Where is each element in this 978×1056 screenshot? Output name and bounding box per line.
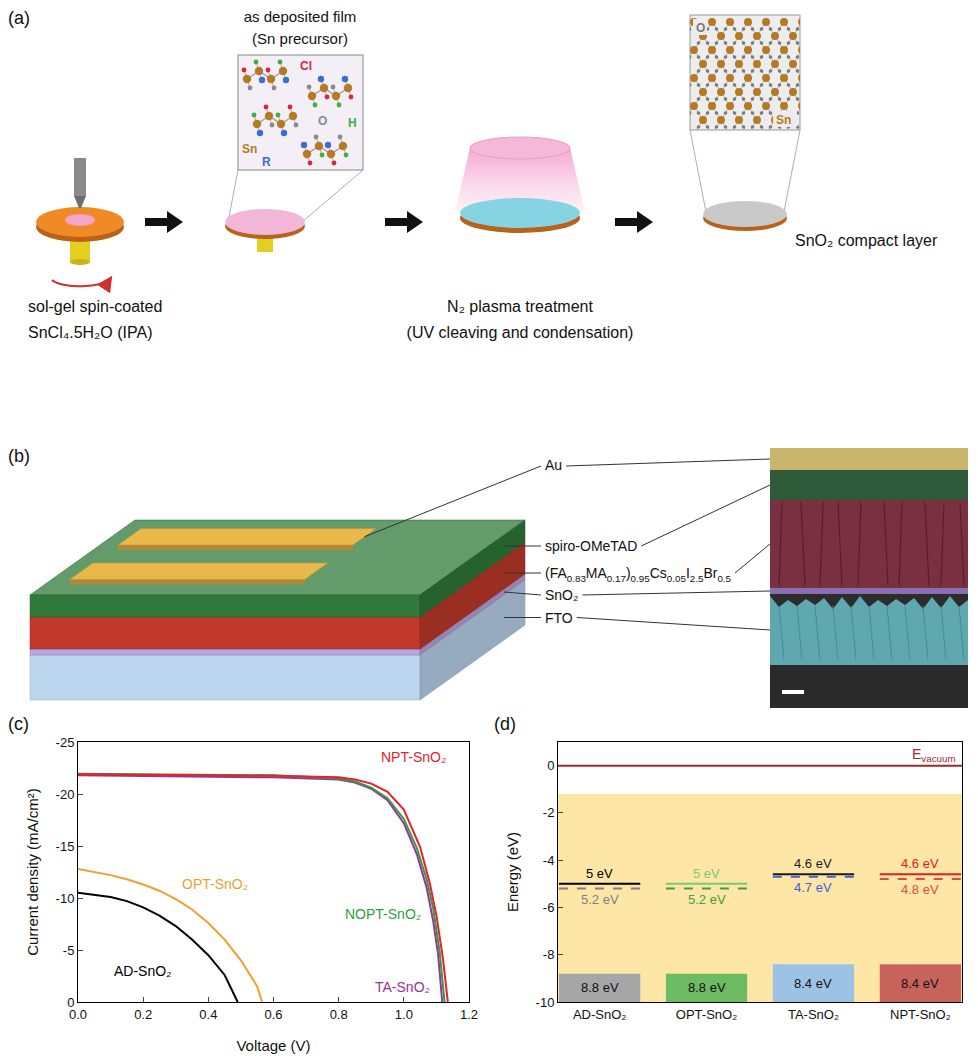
- svg-text:0.6: 0.6: [264, 1007, 282, 1022]
- svg-text:-10: -10: [56, 891, 75, 906]
- svg-text:(b): (b): [8, 446, 30, 466]
- svg-text:0.2: 0.2: [134, 1007, 152, 1022]
- svg-text:0: 0: [547, 758, 554, 773]
- svg-text:4.8 eV: 4.8 eV: [901, 882, 939, 897]
- svg-text:-25: -25: [56, 735, 75, 750]
- svg-text:5.2 eV: 5.2 eV: [688, 892, 726, 907]
- svg-text:-5: -5: [63, 943, 75, 958]
- svg-text:SnO₂: SnO₂: [545, 587, 578, 603]
- svg-text:0.0: 0.0: [69, 1007, 87, 1022]
- svg-text:4.7 eV: 4.7 eV: [794, 880, 832, 895]
- svg-text:Cl: Cl: [300, 59, 312, 73]
- svg-text:as deposited film: as deposited film: [244, 8, 357, 25]
- svg-text:-20: -20: [56, 787, 75, 802]
- svg-text:4.6 eV: 4.6 eV: [794, 856, 832, 871]
- svg-text:(FA0.83MA0.17)0.95Cs0.05I2.5Br: (FA0.83MA0.17)0.95Cs0.05I2.5Br0.5: [545, 565, 732, 584]
- svg-text:sol-gel spin-coated: sol-gel spin-coated: [28, 298, 162, 315]
- svg-text:O: O: [318, 114, 327, 128]
- svg-text:NPT-SnO₂: NPT-SnO₂: [890, 1007, 951, 1022]
- svg-text:1.0: 1.0: [395, 1007, 413, 1022]
- svg-text:Voltage (V): Voltage (V): [236, 1037, 310, 1054]
- svg-text:4.6 eV: 4.6 eV: [901, 856, 939, 871]
- svg-text:-6: -6: [543, 900, 555, 915]
- svg-text:TA-SnO₂: TA-SnO₂: [788, 1007, 839, 1022]
- svg-text:O: O: [696, 21, 705, 35]
- svg-text:-8: -8: [543, 947, 555, 962]
- svg-text:NPT-SnO₂: NPT-SnO₂: [381, 749, 446, 765]
- svg-text:AD-SnO₂: AD-SnO₂: [573, 1007, 626, 1022]
- svg-text:(Sn precursor): (Sn precursor): [252, 30, 348, 47]
- svg-text:5 eV: 5 eV: [586, 866, 613, 881]
- svg-text:-4: -4: [543, 853, 555, 868]
- svg-text:Sn: Sn: [242, 142, 257, 156]
- svg-text:8.4 eV: 8.4 eV: [794, 976, 832, 991]
- svg-text:FTO: FTO: [545, 610, 573, 626]
- svg-text:0.4: 0.4: [199, 1007, 217, 1022]
- svg-text:R: R: [262, 155, 271, 169]
- svg-text:(a): (a): [8, 8, 30, 28]
- svg-text:5 eV: 5 eV: [693, 866, 720, 881]
- html-text:(d): (d): [494, 714, 516, 734]
- svg-text:8.4 eV: 8.4 eV: [901, 976, 939, 991]
- svg-text:TA-SnO₂: TA-SnO₂: [375, 979, 430, 995]
- svg-text:5.2 eV: 5.2 eV: [581, 892, 619, 907]
- svg-text:Au: Au: [545, 457, 562, 473]
- svg-text:0: 0: [67, 995, 74, 1010]
- svg-text:AD-SnO₂: AD-SnO₂: [114, 963, 172, 979]
- svg-text:-15: -15: [56, 839, 75, 854]
- svg-text:SnO₂ compact layer: SnO₂ compact layer: [795, 232, 938, 249]
- svg-text:1.2: 1.2: [460, 1007, 478, 1022]
- svg-text:Energy (eV): Energy (eV): [504, 832, 521, 912]
- svg-text:-2: -2: [543, 805, 555, 820]
- svg-text:Sn: Sn: [776, 113, 791, 127]
- svg-text:spiro-OMeTAD: spiro-OMeTAD: [545, 538, 637, 554]
- html-text:(c): (c): [8, 714, 29, 734]
- svg-text:OPT-SnO₂: OPT-SnO₂: [182, 876, 248, 892]
- svg-text:E​vacuum​: E​vacuum​: [912, 746, 956, 764]
- svg-text:8.8 eV: 8.8 eV: [581, 980, 619, 995]
- svg-text:NOPT-SnO₂: NOPT-SnO₂: [345, 906, 421, 922]
- svg-text:N₂ plasma treatment: N₂ plasma treatment: [447, 298, 593, 315]
- svg-text:(UV cleaving and condensation): (UV cleaving and condensation): [407, 324, 634, 341]
- svg-text:-10: -10: [536, 995, 555, 1010]
- svg-text:SnCl₄.5H₂O (IPA): SnCl₄.5H₂O (IPA): [28, 324, 152, 341]
- svg-text:0.8: 0.8: [330, 1007, 348, 1022]
- svg-text:8.8 eV: 8.8 eV: [688, 980, 726, 995]
- svg-text:Current density (mA/cm²): Current density (mA/cm²): [24, 788, 41, 956]
- svg-text:H: H: [348, 116, 357, 130]
- svg-text:OPT-SnO₂: OPT-SnO₂: [676, 1007, 737, 1022]
